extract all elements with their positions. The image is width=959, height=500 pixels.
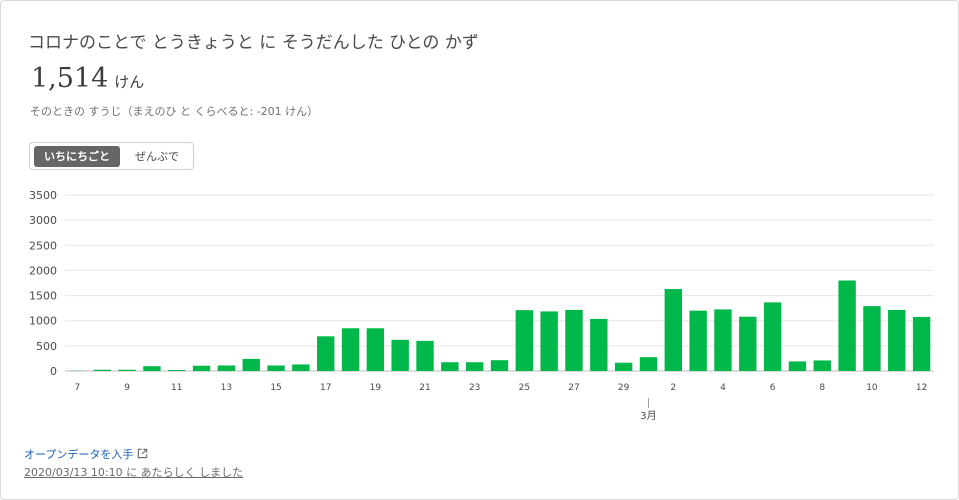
- x-tick-label: 27: [568, 383, 579, 393]
- bar: [590, 318, 608, 371]
- x-tick-label: 29: [618, 383, 630, 393]
- y-tick-label: 1500: [29, 290, 57, 303]
- bar: [664, 289, 682, 371]
- bar: [490, 360, 509, 371]
- bar: [739, 316, 757, 371]
- view-toggle: いちにちごと ぜんぶで: [29, 142, 194, 170]
- bar: [118, 369, 136, 371]
- latest-count-number: 1,514: [31, 63, 109, 94]
- x-tick-label: 6: [770, 383, 776, 393]
- bar: [168, 369, 186, 371]
- bar: [763, 302, 782, 371]
- x-tick-label: 9: [124, 383, 130, 393]
- x-tick-label: 17: [320, 383, 331, 393]
- bar: [217, 365, 236, 371]
- x-tick-label: 13: [221, 383, 232, 393]
- bar: [317, 336, 335, 371]
- x-tick-label: 4: [720, 383, 726, 393]
- x-tick-label: 25: [519, 383, 530, 393]
- bar: [639, 357, 658, 371]
- bar: [863, 306, 881, 371]
- x-tick-label: 23: [469, 383, 480, 393]
- bar: [143, 366, 161, 371]
- open-data-link[interactable]: オープンデータを入手: [24, 446, 148, 462]
- bar: [267, 365, 285, 371]
- latest-count-unit: けん: [114, 73, 145, 91]
- external-link-icon: [137, 448, 148, 462]
- bar: [465, 362, 484, 371]
- toggle-daily[interactable]: いちにちごと: [34, 146, 120, 167]
- bar: [813, 360, 831, 371]
- bar: [838, 280, 856, 371]
- comparison-note: そのときの すうじ（まえのひ と くらべると: -201 けん）: [30, 105, 319, 118]
- bar: [416, 340, 434, 371]
- bar: [912, 316, 931, 371]
- bar: [515, 310, 534, 371]
- toggle-cumulative[interactable]: ぜんぶで: [135, 150, 179, 163]
- x-tick-label: 2: [670, 383, 676, 393]
- x-tick-label: 7: [75, 383, 81, 393]
- chart-title: コロナのことで とうきょうと に そうだんした ひとの かず: [28, 33, 479, 53]
- y-tick-label: 0: [50, 365, 57, 378]
- y-tick-label: 3000: [29, 214, 57, 227]
- x-tick-label: 21: [419, 383, 430, 393]
- bar: [341, 328, 360, 371]
- y-tick-label: 3500: [29, 189, 57, 202]
- last-updated: 2020/03/13 10:10 に あたらしく しました: [24, 466, 244, 479]
- bar: [788, 361, 807, 371]
- y-tick-label: 1000: [29, 315, 57, 328]
- x-tick-label: 12: [916, 383, 927, 393]
- bar: [192, 365, 211, 371]
- bar: [888, 309, 906, 371]
- open-data-link-label: オープンデータを入手: [24, 448, 134, 461]
- x-tick-label: 10: [866, 383, 878, 393]
- bar: [366, 328, 385, 371]
- month-label: 3月: [640, 410, 656, 422]
- bar: [689, 310, 707, 371]
- x-tick-label: 19: [370, 383, 382, 393]
- latest-count: 1,514 けん: [31, 63, 144, 94]
- x-tick-label: 15: [270, 383, 281, 393]
- x-tick-label: 11: [171, 383, 182, 393]
- y-tick-label: 2000: [29, 264, 57, 277]
- bar: [441, 362, 459, 371]
- bar: [540, 311, 558, 371]
- bar: [242, 358, 260, 371]
- bar: [292, 364, 310, 371]
- y-tick-label: 2500: [29, 239, 57, 252]
- x-tick-label: 8: [819, 383, 825, 393]
- bar: [565, 309, 583, 371]
- bar: [391, 339, 409, 371]
- bar: [714, 309, 732, 371]
- y-tick-label: 500: [36, 340, 57, 353]
- bar: [614, 362, 633, 371]
- bar-chart: 0 500 1000 1500 2000 2500 3000 3500 7 9 11 13 15 17 19…: [29, 189, 934, 422]
- bar: [93, 369, 111, 371]
